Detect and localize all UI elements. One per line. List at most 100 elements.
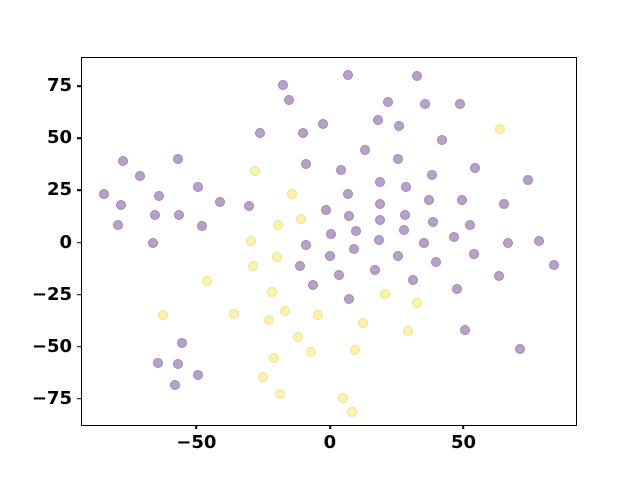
- scatter-point-cluster-yellow: [402, 325, 413, 336]
- scatter-point-cluster-purple: [469, 163, 480, 174]
- scatter-point-cluster-purple: [449, 232, 460, 243]
- scatter-point-cluster-purple: [294, 260, 305, 271]
- scatter-point-cluster-purple: [418, 237, 429, 248]
- scatter-point-cluster-purple: [372, 115, 383, 126]
- y-axis-tick-label: 25: [46, 179, 72, 201]
- scatter-point-cluster-purple: [153, 191, 164, 202]
- scatter-point-cluster-purple: [430, 256, 441, 267]
- scatter-point-cluster-purple: [398, 225, 409, 236]
- scatter-point-cluster-purple: [176, 337, 187, 348]
- x-axis-tick-label: −50: [176, 432, 217, 453]
- scatter-point-cluster-purple: [196, 221, 207, 232]
- scatter-point-cluster-yellow: [249, 166, 260, 177]
- scatter-point-cluster-yellow: [257, 371, 268, 382]
- scatter-point-cluster-purple: [437, 135, 448, 146]
- plot-area: [81, 57, 577, 426]
- scatter-point-cluster-yellow: [312, 309, 323, 320]
- scatter-point-cluster-yellow: [495, 124, 505, 135]
- scatter-point-cluster-purple: [469, 248, 480, 259]
- scatter-point-cluster-yellow: [357, 317, 368, 328]
- y-axis-tick-label: 50: [46, 127, 72, 149]
- scatter-point-cluster-purple: [499, 199, 509, 210]
- y-axis-tick: [77, 189, 81, 192]
- scatter-point-cluster-purple: [112, 219, 123, 230]
- scatter-point-cluster-yellow: [286, 189, 297, 200]
- scatter-point-cluster-purple: [335, 165, 346, 176]
- y-axis-tick-label: 75: [46, 75, 72, 97]
- scatter-point-cluster-purple: [300, 239, 311, 250]
- x-axis-tick: [462, 425, 465, 429]
- scatter-point-cluster-purple: [419, 99, 430, 110]
- scatter-point-cluster-purple: [426, 170, 437, 181]
- y-axis-tick: [77, 293, 81, 296]
- scatter-point-cluster-purple: [407, 274, 418, 285]
- scatter-point-cluster-purple: [297, 128, 308, 139]
- scatter-point-cluster-purple: [192, 369, 203, 380]
- scatter-point-cluster-purple: [169, 379, 180, 390]
- scatter-point-cluster-purple: [343, 70, 354, 81]
- scatter-point-cluster-purple: [173, 210, 184, 221]
- scatter-point-cluster-yellow: [411, 297, 422, 308]
- scatter-point-cluster-purple: [149, 210, 160, 221]
- scatter-point-cluster-purple: [370, 264, 380, 275]
- scatter-point-cluster-purple: [400, 182, 411, 193]
- scatter-point-cluster-purple: [457, 195, 468, 206]
- scatter-point-cluster-purple: [534, 236, 544, 247]
- scatter-point-cluster-purple: [343, 211, 354, 222]
- scatter-point-cluster-purple: [308, 279, 319, 290]
- scatter-point-cluster-purple: [343, 189, 354, 200]
- scatter-point-cluster-purple: [117, 156, 128, 167]
- scatter-point-cluster-yellow: [269, 352, 280, 363]
- scatter-point-cluster-purple: [375, 177, 386, 188]
- y-axis-tick: [77, 345, 81, 348]
- y-axis-tick: [77, 85, 81, 87]
- scatter-point-cluster-purple: [515, 343, 526, 354]
- scatter-point-cluster-purple: [172, 154, 183, 165]
- scatter-point-cluster-purple: [317, 119, 328, 130]
- scatter-point-cluster-yellow: [349, 344, 360, 355]
- x-axis-tick-label: 50: [450, 432, 476, 453]
- scatter-point-cluster-purple: [460, 324, 471, 335]
- scatter-point-cluster-purple: [343, 293, 354, 304]
- y-axis-tick-label: −75: [31, 387, 72, 409]
- scatter-point-cluster-purple: [411, 71, 422, 82]
- scatter-point-cluster-purple: [351, 225, 362, 236]
- scatter-point-cluster-purple: [134, 171, 145, 182]
- scatter-point-cluster-purple: [325, 228, 336, 239]
- x-axis-tick: [329, 425, 331, 429]
- scatter-point-cluster-purple: [192, 182, 203, 193]
- scatter-point-cluster-yellow: [228, 308, 239, 319]
- scatter-point-cluster-purple: [394, 121, 405, 132]
- scatter-point-cluster-yellow: [266, 286, 277, 297]
- scatter-point-cluster-purple: [320, 205, 331, 216]
- scatter-point-cluster-purple: [374, 234, 384, 245]
- y-axis-tick: [77, 137, 81, 140]
- scatter-point-cluster-yellow: [347, 406, 358, 417]
- scatter-point-cluster-purple: [399, 209, 410, 220]
- scatter-point-cluster-yellow: [263, 314, 274, 325]
- scatter-point-cluster-yellow: [274, 388, 285, 399]
- y-axis-tick-label: −25: [31, 283, 72, 305]
- scatter-point-cluster-yellow: [247, 260, 258, 271]
- scatter-point-cluster-yellow: [157, 309, 168, 320]
- y-axis-tick-label: 0: [59, 231, 72, 253]
- scatter-point-cluster-purple: [300, 159, 311, 170]
- x-axis-tick: [195, 425, 198, 429]
- scatter-point-cluster-purple: [493, 270, 504, 281]
- scatter-point-cluster-yellow: [379, 288, 390, 299]
- scatter-point-cluster-purple: [423, 195, 434, 206]
- scatter-point-cluster-purple: [392, 250, 403, 261]
- scatter-point-cluster-purple: [359, 145, 370, 156]
- y-axis-tick-label: −50: [31, 335, 72, 357]
- scatter-point-cluster-yellow: [202, 275, 212, 286]
- scatter-point-cluster-purple: [548, 259, 559, 270]
- scatter-point-cluster-purple: [427, 217, 438, 228]
- scatter-point-cluster-purple: [375, 215, 386, 226]
- scatter-point-cluster-purple: [243, 201, 254, 212]
- scatter-point-cluster-yellow: [305, 346, 316, 357]
- x-axis-tick-label: 0: [323, 432, 337, 453]
- scatter-point-cluster-purple: [284, 95, 294, 106]
- scatter-point-cluster-purple: [392, 154, 403, 165]
- y-axis-tick: [77, 398, 81, 400]
